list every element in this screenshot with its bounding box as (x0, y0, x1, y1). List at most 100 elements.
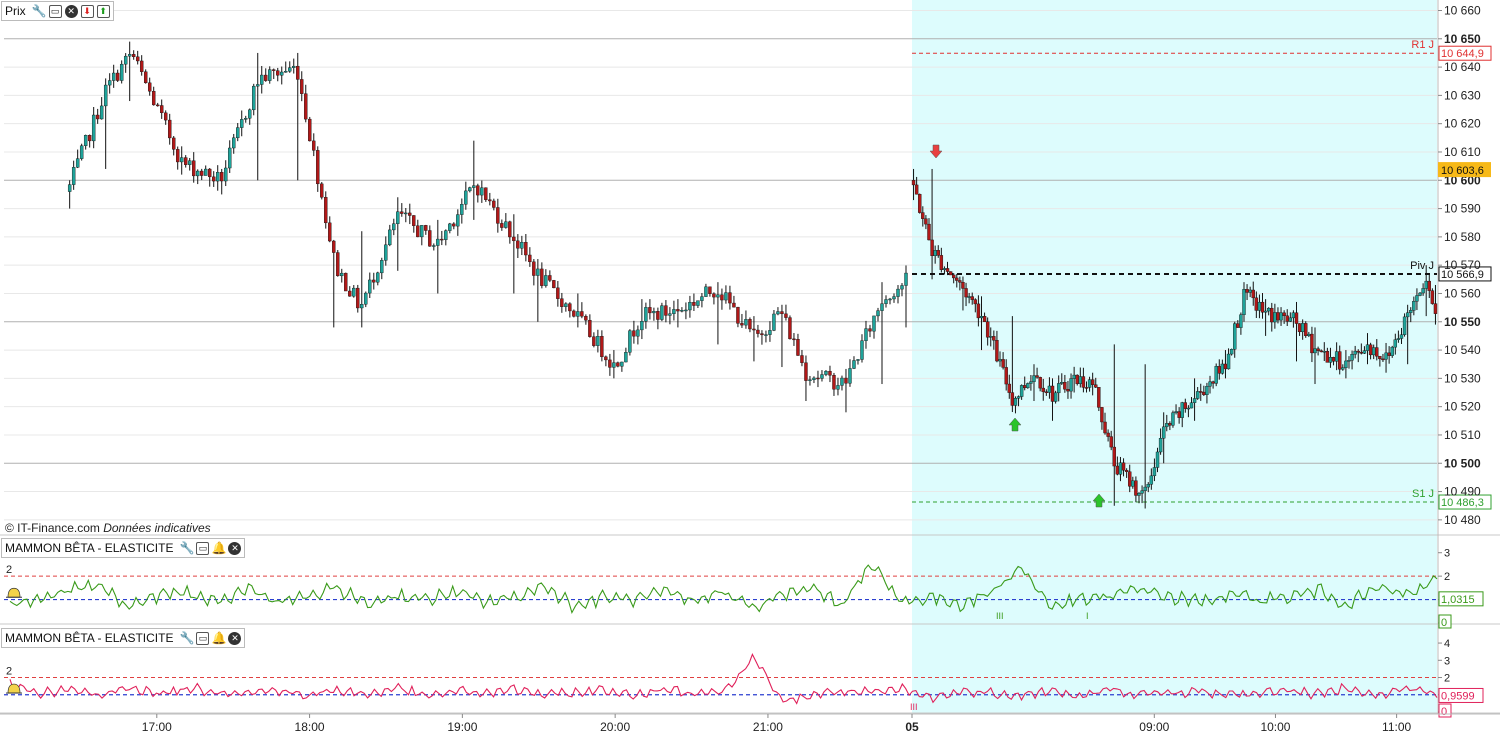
candle-body (1288, 317, 1293, 322)
candle-body (1233, 323, 1237, 350)
candle-body (1254, 297, 1259, 311)
x-tick-label: 11:00 (1382, 720, 1411, 734)
candle-body (143, 71, 148, 84)
candle-body (368, 279, 372, 294)
candle-body (1331, 357, 1336, 362)
close-icon[interactable]: ✕ (228, 631, 242, 645)
close-icon[interactable]: ✕ (64, 4, 78, 18)
candle-body (536, 268, 540, 276)
candle-body (556, 287, 560, 299)
candle-body (99, 105, 104, 120)
wrench-icon[interactable]: 🔧 (179, 540, 195, 555)
level-value-label: 10 644,9 (1441, 48, 1484, 60)
sell-arrow-icon[interactable]: ⬇ (80, 4, 94, 18)
candle-body (380, 260, 384, 274)
candle-body (232, 137, 236, 149)
candle-body (1393, 339, 1398, 348)
level-value-box (1438, 266, 1492, 282)
candle-body (1165, 423, 1169, 428)
candle-body (1199, 391, 1203, 393)
candle-body (212, 176, 216, 182)
candle-body (612, 362, 616, 368)
candle-body (1001, 359, 1005, 368)
y-tick-label: 10 560 (1444, 286, 1481, 300)
candle-body (204, 168, 208, 176)
indicator-signal-mark: I (1086, 611, 1089, 621)
candle-body (824, 370, 828, 375)
candle-body (656, 311, 660, 320)
candle-body (1140, 490, 1144, 494)
candle-body (876, 310, 880, 317)
window-icon[interactable]: ▭ (48, 4, 62, 18)
wrench-icon[interactable]: 🔧 (179, 630, 195, 645)
candle-body (860, 340, 864, 360)
candle-body (1032, 375, 1036, 382)
candle-body (684, 309, 688, 312)
indicator-y-tick-label: 2 (1444, 673, 1450, 685)
candle-body (1124, 469, 1129, 472)
candle-body (1260, 301, 1265, 313)
candle-body (672, 309, 676, 314)
candle-body (636, 329, 640, 337)
x-tick-label: 21:00 (753, 720, 783, 734)
candle-body (1044, 391, 1049, 393)
candle-body (1038, 377, 1042, 389)
y-tick-label: 10 530 (1444, 371, 1481, 385)
candle-body (1060, 382, 1064, 384)
candle-body (428, 230, 432, 247)
bell-icon[interactable]: 🔔 (211, 630, 227, 645)
candle-body (400, 211, 404, 214)
window-icon[interactable]: ▭ (196, 541, 210, 555)
candle-body (1381, 358, 1385, 361)
y-tick-label: 10 620 (1444, 117, 1481, 131)
candle-body (1430, 290, 1435, 304)
candle-body (280, 71, 284, 76)
candle-body (1415, 295, 1419, 302)
candle-body (244, 118, 248, 120)
candle-body (548, 275, 552, 281)
candle-body (760, 333, 764, 336)
candle-body (1084, 387, 1089, 389)
candle-body (967, 296, 971, 298)
candle-body (604, 356, 608, 361)
candle-body (147, 82, 152, 92)
candle-body (892, 296, 896, 300)
candle-body (196, 170, 200, 177)
candle-body (1316, 348, 1320, 351)
level-value-label: 10 486,3 (1441, 497, 1484, 509)
y-tick-label: 10 510 (1444, 428, 1481, 442)
candle-body (564, 303, 568, 307)
candle-body (1192, 398, 1197, 403)
candle-body (484, 187, 488, 200)
candle-body (1338, 351, 1342, 370)
buy-arrow-icon[interactable]: ⬆ (96, 4, 110, 18)
candle-body (131, 54, 136, 58)
indicator-1-title: MAMMON BÊTA - ELASTICITE (5, 541, 174, 555)
candle-body (970, 296, 974, 300)
indicator-y-tick-label: 4 (1444, 638, 1450, 650)
candle-body (998, 359, 1002, 362)
candle-body (540, 268, 544, 286)
window-icon[interactable]: ▭ (196, 631, 210, 645)
indicator-2-title: MAMMON BÊTA - ELASTICITE (5, 631, 174, 645)
candle-body (268, 69, 272, 81)
candle-body (911, 180, 916, 186)
candle-body (348, 290, 352, 297)
indicator-value-box (1438, 687, 1484, 703)
close-icon[interactable]: ✕ (228, 541, 242, 555)
candle-body (979, 316, 984, 319)
candle-body (1304, 323, 1308, 336)
candle-body (1220, 363, 1225, 374)
wrench-icon[interactable]: 🔧 (31, 3, 47, 18)
candle-body (420, 225, 424, 238)
candle-body (1035, 375, 1039, 378)
candle-body (1322, 351, 1326, 353)
bell-icon[interactable]: 🔔 (211, 540, 227, 555)
candle-body (1368, 344, 1373, 356)
candle-body (159, 105, 164, 114)
candle-body (1405, 312, 1410, 318)
indicator-signal-mark: III (996, 611, 1004, 621)
candle-body (640, 321, 644, 331)
candle-body (1090, 379, 1095, 385)
